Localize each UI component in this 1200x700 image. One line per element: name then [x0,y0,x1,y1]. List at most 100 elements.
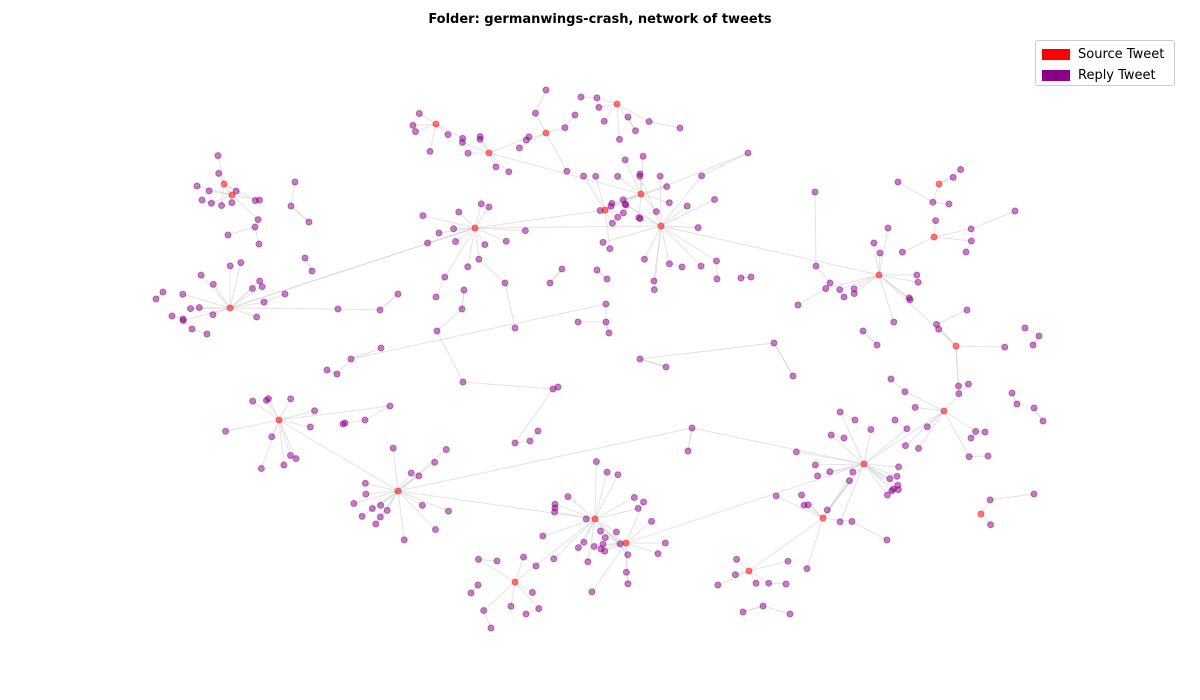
reply-tweet-node [661,539,669,547]
reply-tweet-node [640,255,648,263]
legend: Source Tweet Reply Tweet [1035,40,1175,86]
edge [617,175,642,195]
reply-tweet-node [663,183,671,191]
reply-tweet-node [733,555,741,563]
reply-tweet-node [744,149,752,157]
reply-tweet-node [836,518,844,526]
reply-tweet-node [873,341,881,349]
reply-tweet-node [614,172,622,180]
edge [806,517,824,569]
reply-tweet-node [207,199,215,207]
reply-tweet-node [654,550,662,558]
edge [970,210,1016,230]
edge [639,175,662,227]
reply-tweet-node [444,507,452,515]
edge [639,342,775,360]
reply-tweet-node [264,395,272,403]
edge [616,103,621,140]
edge [290,181,296,207]
edge [438,227,476,234]
edge [602,225,662,243]
reply-tweet-node [592,458,600,466]
edge [762,605,791,615]
reply-tweet-node [859,327,867,335]
edge [773,342,794,377]
edge [839,411,865,465]
edge [278,419,399,492]
edge [478,258,506,284]
edge [829,463,865,473]
reply-tweet-node [467,589,475,597]
edge [397,490,405,540]
edge [625,463,865,544]
edge [815,463,865,466]
reply-tweet-node [1001,343,1009,351]
reply-tweet-node [532,562,540,570]
edge [616,103,650,122]
reply-tweet-node [945,200,953,208]
reply-tweet-node [444,131,452,139]
reply-tweet-node [827,431,835,439]
reply-tweet-node [789,372,797,380]
reply-tweet-node [268,433,276,441]
reply-tweet-node [455,208,463,216]
reply-tweet-node [814,472,822,480]
edge [397,449,447,492]
node-layer [152,86,1047,632]
legend-item-reply: Reply Tweet [1042,68,1156,83]
edge [278,419,297,459]
reply-tweet-node [256,277,264,285]
edge [483,581,516,611]
reply-tweet-node [616,540,624,548]
reply-tweet-node [546,279,554,287]
reply-tweet-node [520,553,528,561]
source-tweet-node [485,149,493,157]
edge [611,193,642,204]
edge [458,211,476,229]
edge [429,123,437,152]
reply-tweet-node [887,375,895,383]
reply-tweet-node [987,521,995,529]
reply-tweet-node [822,285,830,293]
reply-tweet-node [894,178,902,186]
reply-tweet-node [424,239,432,247]
edge [603,103,618,122]
edge [365,490,399,495]
reply-tweet-node [1011,207,1019,215]
reply-tweet-node [624,551,632,559]
source-tweet-node [940,407,948,415]
edge [514,388,554,444]
reply-tweet-node [630,493,638,501]
edge [278,419,311,428]
reply-tweet-node [714,581,722,589]
edge [221,183,225,206]
edge [624,159,642,195]
edge [594,497,635,520]
edge [504,282,516,329]
edge [474,209,606,229]
reply-tweet-node [582,515,590,523]
edge [488,152,510,173]
reply-tweet-node [458,138,466,146]
reply-tweet-node [442,445,450,453]
edge [583,175,606,211]
reply-tweet-node [249,397,257,405]
reply-tweet-node [152,295,160,303]
reply-tweet-node [601,534,609,542]
edge [260,419,280,469]
reply-tweet-node [574,544,582,552]
edge [435,276,446,298]
reply-tweet-node [792,448,800,456]
source-tweet-node [745,567,753,575]
reply-tweet-node [551,504,559,512]
reply-tweet-node [222,427,230,435]
edge [585,518,627,544]
reply-tweet-node [895,463,903,471]
reply-tweet-node [845,477,853,485]
reply-tweet-node [812,262,820,270]
edge [851,521,888,541]
reply-tweet-node [542,86,550,94]
reply-tweet-node [476,132,484,140]
source-tweet-node [220,180,228,188]
